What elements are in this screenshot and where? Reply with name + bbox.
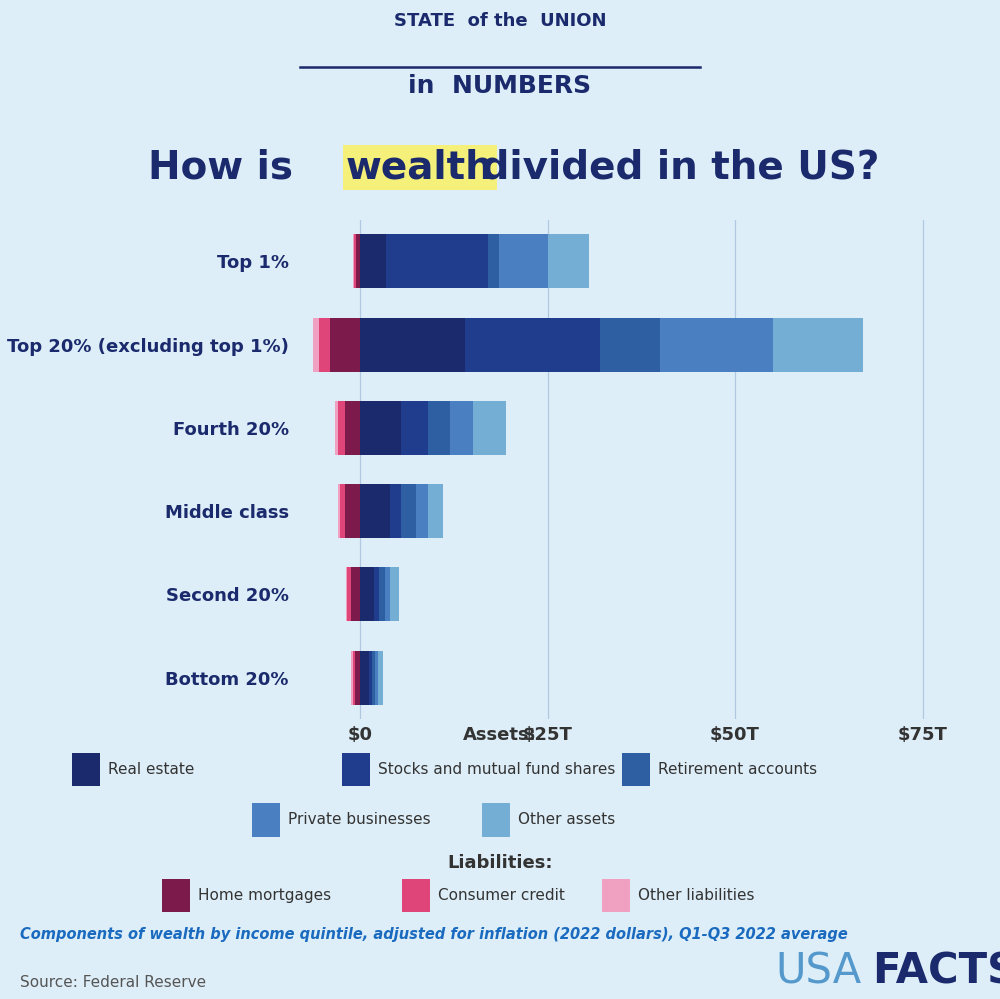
- Text: Source: Federal Reserve: Source: Federal Reserve: [20, 975, 206, 990]
- Bar: [355, 650, 360, 704]
- Bar: [360, 567, 374, 621]
- Text: wealth: wealth: [346, 149, 494, 187]
- Bar: [379, 567, 385, 621]
- Bar: [465, 318, 600, 372]
- Text: STATE  of the  UNION: STATE of the UNION: [394, 12, 606, 30]
- Bar: [369, 650, 372, 704]
- FancyBboxPatch shape: [342, 753, 370, 786]
- Bar: [345, 401, 360, 455]
- Text: Other liabilities: Other liabilities: [638, 888, 755, 903]
- Bar: [660, 318, 772, 372]
- Bar: [313, 318, 319, 372]
- Bar: [473, 401, 506, 455]
- FancyBboxPatch shape: [602, 879, 630, 912]
- FancyBboxPatch shape: [482, 803, 510, 837]
- Bar: [600, 318, 660, 372]
- FancyBboxPatch shape: [252, 803, 280, 837]
- FancyBboxPatch shape: [72, 753, 100, 786]
- Bar: [346, 567, 347, 621]
- Bar: [330, 318, 360, 372]
- Bar: [488, 235, 499, 289]
- Bar: [351, 650, 352, 704]
- Text: FACTS: FACTS: [872, 951, 1000, 993]
- Bar: [360, 650, 369, 704]
- Text: Stocks and mutual fund shares: Stocks and mutual fund shares: [378, 762, 615, 777]
- Bar: [372, 650, 375, 704]
- Bar: [374, 567, 379, 621]
- Bar: [354, 235, 356, 289]
- Bar: [319, 318, 330, 372]
- Bar: [360, 485, 390, 538]
- Text: in  NUMBERS: in NUMBERS: [408, 74, 592, 98]
- Bar: [360, 235, 386, 289]
- Bar: [772, 318, 862, 372]
- Bar: [450, 401, 473, 455]
- Bar: [390, 485, 401, 538]
- Bar: [499, 235, 548, 289]
- Text: Assets:: Assets:: [463, 725, 537, 743]
- Bar: [356, 235, 360, 289]
- Text: How is: How is: [148, 149, 306, 187]
- FancyBboxPatch shape: [622, 753, 650, 786]
- Text: Components of wealth by income quintile, adjusted for inflation (2022 dollars), : Components of wealth by income quintile,…: [20, 927, 848, 942]
- Text: USA: USA: [775, 951, 861, 993]
- Bar: [390, 567, 399, 621]
- Bar: [416, 485, 428, 538]
- Bar: [428, 401, 450, 455]
- Bar: [386, 235, 488, 289]
- Bar: [351, 567, 360, 621]
- Text: Consumer credit: Consumer credit: [438, 888, 565, 903]
- Bar: [375, 650, 378, 704]
- FancyBboxPatch shape: [162, 879, 190, 912]
- Bar: [401, 485, 416, 538]
- Bar: [352, 650, 355, 704]
- Bar: [334, 401, 338, 455]
- Bar: [347, 567, 351, 621]
- Bar: [345, 485, 360, 538]
- Text: Home mortgages: Home mortgages: [198, 888, 331, 903]
- Text: divided in the US?: divided in the US?: [468, 149, 879, 187]
- Bar: [352, 235, 354, 289]
- Bar: [338, 401, 345, 455]
- Bar: [360, 401, 401, 455]
- Bar: [428, 485, 442, 538]
- Bar: [385, 567, 390, 621]
- Bar: [378, 650, 383, 704]
- Bar: [340, 485, 345, 538]
- FancyBboxPatch shape: [402, 879, 430, 912]
- Text: Other assets: Other assets: [518, 812, 615, 827]
- Bar: [338, 485, 340, 538]
- Bar: [548, 235, 589, 289]
- Bar: [401, 401, 428, 455]
- Text: Liabilities:: Liabilities:: [447, 853, 553, 871]
- Text: Retirement accounts: Retirement accounts: [658, 762, 817, 777]
- Text: Private businesses: Private businesses: [288, 812, 431, 827]
- Bar: [360, 318, 465, 372]
- Text: Real estate: Real estate: [108, 762, 194, 777]
